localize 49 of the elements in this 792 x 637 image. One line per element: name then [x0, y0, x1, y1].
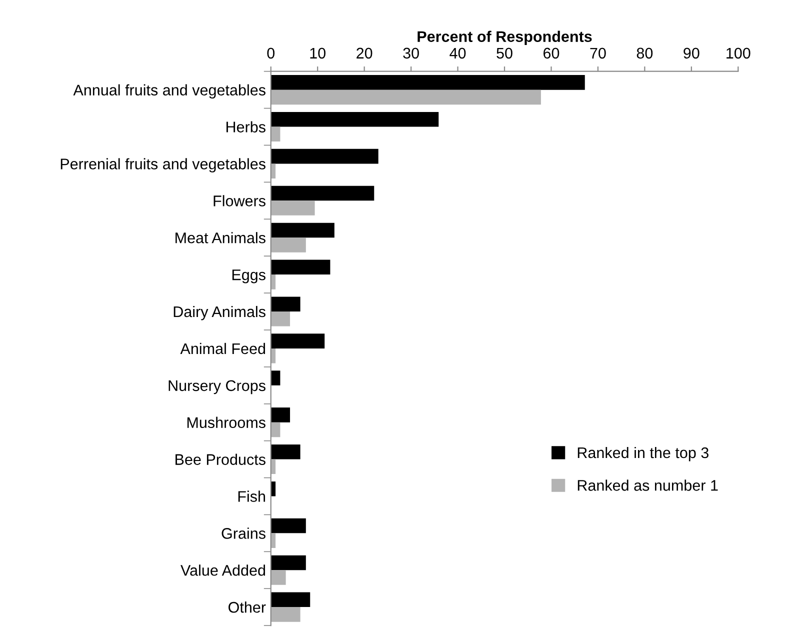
y-tick-label: Value Added	[180, 564, 266, 576]
x-tick-label: 80	[636, 48, 653, 59]
x-axis-title: Percent of Respondents	[418, 30, 592, 45]
bar	[270, 296, 300, 312]
y-tick-label: Grains	[222, 528, 266, 539]
x-tick-label: 10	[310, 48, 326, 59]
bar	[270, 370, 280, 386]
x-tick-label: 30	[403, 48, 419, 59]
x-tick-label: 70	[590, 48, 606, 59]
x-tick-label: 50	[496, 48, 512, 59]
y-tick-label: Herbs	[226, 121, 266, 132]
y-tick-label: Annual fruits and vegetables	[73, 84, 266, 99]
y-tick-label: Perrenial fruits and vegetables	[60, 158, 266, 172]
bar	[270, 222, 334, 238]
bar	[270, 90, 541, 105]
y-tick-label: Dairy Animals	[174, 306, 266, 320]
y-tick-label: Bee Products	[176, 454, 266, 465]
bar	[270, 334, 325, 348]
bar	[270, 75, 585, 90]
bar	[270, 238, 306, 252]
x-tick-label: 90	[684, 48, 700, 59]
x-tick-label: 0	[267, 48, 275, 59]
y-tick-label: Mushrooms	[187, 416, 266, 428]
x-tick-label: 100	[726, 48, 750, 59]
legend-label: Ranked as number 1	[578, 480, 718, 491]
y-tick-label: Nursery Crops	[168, 380, 266, 394]
bar	[270, 186, 374, 201]
y-tick-label: Other	[228, 602, 266, 613]
y-tick-label: Flowers	[214, 195, 266, 206]
y-tick-label: Eggs	[232, 270, 266, 284]
bar	[270, 555, 306, 570]
y-tick-label: Fish	[238, 490, 266, 502]
bar	[270, 260, 330, 275]
bar	[270, 518, 306, 534]
legend-label: Ranked in the top 3	[578, 446, 708, 462]
y-tick-label: Meat Animals	[176, 232, 266, 244]
bar	[270, 570, 286, 585]
x-tick-label: 20	[356, 48, 372, 59]
bar	[270, 444, 300, 460]
bar	[270, 148, 378, 164]
y-tick-label: Animal Feed	[180, 342, 266, 354]
bar	[270, 592, 310, 608]
bar	[270, 112, 439, 127]
x-tick-label: 60	[544, 48, 560, 59]
bar	[270, 408, 290, 422]
x-tick-label: 40	[450, 48, 466, 59]
bar	[270, 607, 300, 622]
bar	[270, 200, 315, 216]
bar	[270, 311, 290, 326]
